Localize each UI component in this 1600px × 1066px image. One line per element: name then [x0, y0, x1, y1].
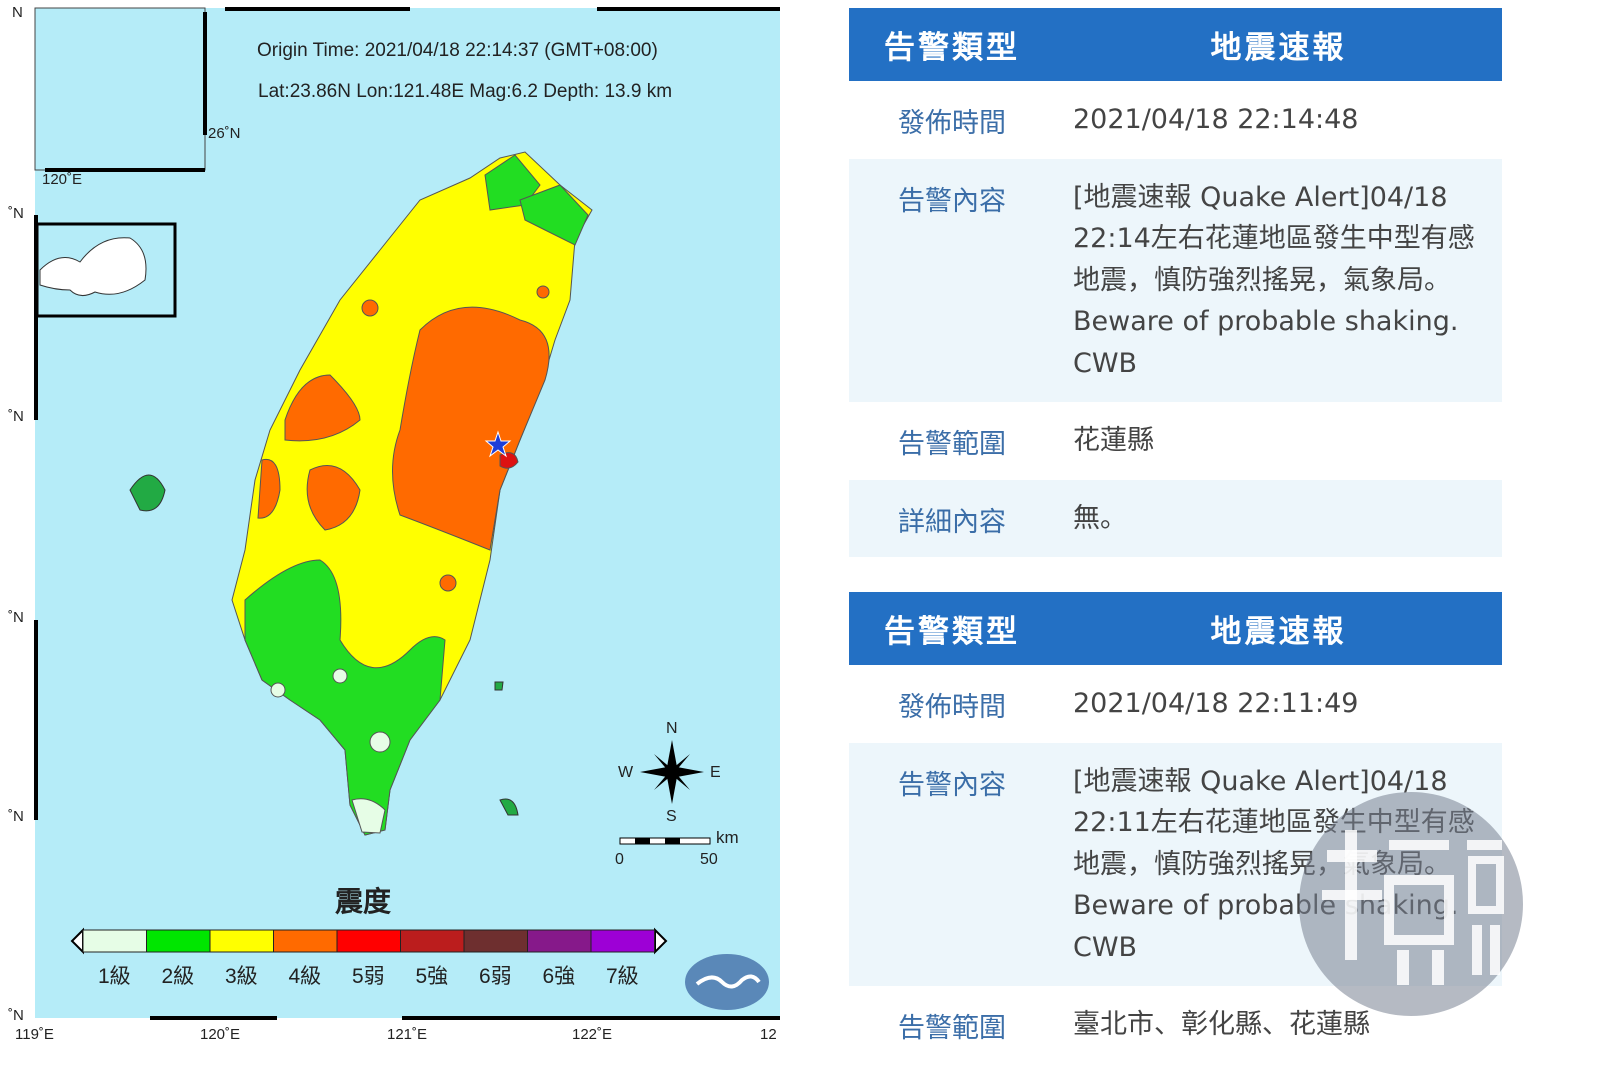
legend-swatch: [273, 929, 338, 953]
type-label: 告警類型: [884, 30, 1020, 66]
legend-title: 震度: [335, 886, 392, 917]
compass-n: N: [666, 720, 678, 737]
row-value: 花蓮縣: [1073, 425, 1154, 456]
row-label: 發佈時間: [898, 692, 1006, 723]
alert-row: 告警內容 [地震速報 Quake Alert]04/18 22:14左右花蓮地區發…: [849, 158, 1502, 402]
alert-row: 告警範圍 臺北市、彰化縣、花蓮縣: [849, 986, 1502, 1040]
row-value: 臺北市、彰化縣、花蓮縣: [1073, 1009, 1370, 1040]
intensity-map: Origin Time: 2021/04/18 22:14:37 (GMT+08…: [0, 0, 790, 1066]
alert-header: 告警類型 地震速報: [849, 8, 1502, 81]
alert-row: 告警內容 [地震速報 Quake Alert]04/18 22:11左右花蓮地區發…: [849, 742, 1502, 986]
legend-label: 6弱: [479, 965, 512, 988]
row-value: 2021/04/18 22:11:49: [1073, 688, 1359, 719]
legend-swatch: [146, 929, 211, 953]
lat-label: ˚N: [8, 1007, 24, 1024]
alert-row: 詳細內容 無。: [849, 479, 1502, 557]
scale-start: 0: [615, 851, 624, 868]
legend-label: 2級: [161, 965, 195, 988]
scale-bar: [619, 837, 711, 845]
scale-end: 50: [700, 851, 718, 868]
alert-card: 告警類型 地震速報發佈時間 2021/04/18 22:11:49 告警內容 [地震速報…: [849, 592, 1502, 1040]
row-label: 告警範圍: [898, 1013, 1006, 1040]
alert-row: 發佈時間 2021/04/18 22:14:48: [849, 81, 1502, 159]
epicenter-star-icon: [484, 430, 512, 458]
lon-label: 119˚E: [15, 1026, 54, 1043]
row-label: 發佈時間: [898, 108, 1006, 139]
row-label: 詳細內容: [898, 506, 1006, 538]
alert-card: 告警類型 地震速報發佈時間 2021/04/18 22:14:48 告警內容 [地震速報…: [849, 8, 1502, 557]
alert-row: 發佈時間 2021/04/18 22:11:49: [849, 665, 1502, 743]
lat-label: ˚N: [8, 808, 24, 825]
legend-label: 1級: [98, 965, 131, 988]
row-value: 2021/04/18 22:14:48: [1073, 104, 1359, 135]
legend-label: 5強: [415, 965, 449, 988]
quake-params: Lat:23.86N Lon:121.48E Mag:6.2 Depth: 13…: [258, 81, 673, 102]
legend-swatch: [590, 929, 655, 953]
compass-rose-icon: [640, 740, 704, 804]
inset-lat: 26˚N: [208, 125, 241, 142]
lat-label: ˚N: [8, 609, 24, 626]
row-value: 無。: [1073, 502, 1127, 534]
type-value: 地震速報: [1210, 30, 1347, 66]
type-label: 告警類型: [884, 614, 1020, 650]
origin-time: Origin Time: 2021/04/18 22:14:37 (GMT+08…: [257, 40, 658, 61]
lon-label: 122˚E: [572, 1026, 613, 1043]
alert-row: 告警範圍 花蓮縣: [849, 402, 1502, 480]
compass-w: W: [618, 764, 634, 781]
intensity-legend-bar: [70, 927, 668, 955]
row-label: 告警內容: [898, 769, 1006, 801]
inset-lon: 120˚E: [42, 171, 83, 188]
legend-swatch: [463, 929, 528, 953]
lon-label: 12: [760, 1026, 777, 1043]
legend-swatch: [209, 929, 274, 953]
alert-header: 告警類型 地震速報: [849, 592, 1502, 665]
lon-label: 121˚E: [387, 1026, 428, 1043]
lat-label: ˚N: [8, 408, 24, 425]
row-value: [地震速報 Quake Alert]04/18 22:14左右花蓮地區發生中型有…: [1073, 181, 1475, 379]
legend-label: 5弱: [352, 965, 385, 988]
compass-e: E: [710, 764, 721, 781]
compass-s: S: [666, 808, 677, 825]
legend-label: 4級: [288, 965, 322, 988]
legend-swatch: [527, 929, 592, 953]
legend-label: 6強: [542, 965, 576, 988]
legend-label: 7級: [606, 965, 639, 988]
type-value: 地震速報: [1210, 614, 1347, 650]
lon-label: 120˚E: [200, 1026, 241, 1043]
lat-label: ˚N: [8, 205, 24, 222]
legend-swatch: [336, 929, 401, 953]
cwb-logo: [685, 954, 769, 1010]
legend-swatch: [400, 929, 465, 953]
row-value: [地震速報 Quake Alert]04/18 22:11左右花蓮地區發生中型有…: [1073, 765, 1475, 963]
scale-unit: km: [716, 828, 739, 847]
map-canvas: [34, 7, 780, 1020]
row-label: 告警內容: [898, 185, 1006, 217]
legend-label: 3級: [225, 965, 258, 988]
legend-swatch: [82, 929, 147, 953]
lat-label: N: [12, 4, 23, 21]
row-label: 告警範圍: [898, 429, 1006, 460]
